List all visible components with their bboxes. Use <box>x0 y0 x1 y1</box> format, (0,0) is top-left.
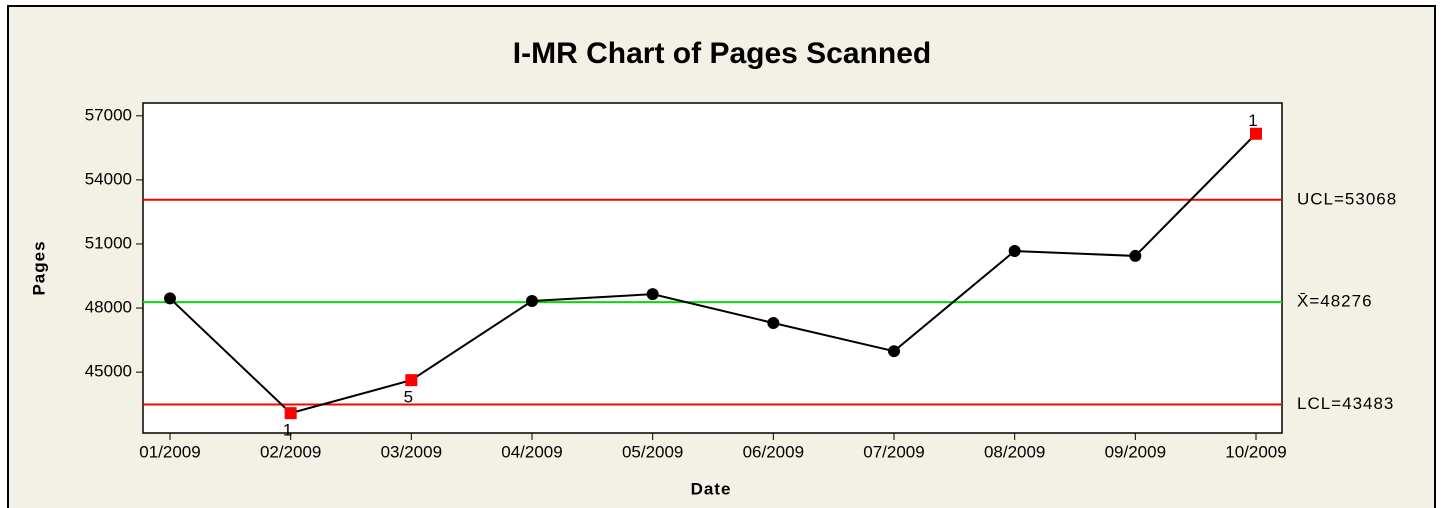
y-tick-label: 57000 <box>85 105 132 124</box>
y-tick-label: 54000 <box>85 169 132 188</box>
control-label: UCL=53068 <box>1297 189 1397 208</box>
point <box>646 288 659 301</box>
y-axis-title: Pages <box>29 240 48 295</box>
point <box>767 317 780 329</box>
point <box>526 295 538 307</box>
x-tick-label: 09/2009 <box>1105 442 1166 461</box>
flag-label: 1 <box>1248 111 1257 130</box>
point <box>888 345 900 358</box>
x-tick-label: 03/2009 <box>381 442 442 461</box>
x-tick-label: 02/2009 <box>260 442 321 461</box>
y-tick-label: 45000 <box>85 362 132 381</box>
x-tick-label: 04/2009 <box>501 442 562 461</box>
point <box>1008 245 1021 258</box>
x-tick-label: 08/2009 <box>984 442 1045 461</box>
y-tick-label: 48000 <box>85 298 132 317</box>
series-line <box>169 133 1257 415</box>
point <box>1129 249 1142 262</box>
x-tick-label: 07/2009 <box>863 442 924 461</box>
flagged-point <box>405 374 418 387</box>
plot-area <box>142 102 1283 434</box>
control-label: LCL=43483 <box>1297 394 1394 413</box>
x-axis-title: Date <box>691 479 732 498</box>
flagged-point <box>1250 127 1262 140</box>
x-tick-label: 10/2009 <box>1225 442 1286 461</box>
x-tick-label: 05/2009 <box>622 442 683 461</box>
x-tick-label: 06/2009 <box>743 442 804 461</box>
flag-label: 5 <box>404 388 413 407</box>
flag-label: 1 <box>283 421 292 440</box>
flagged-point <box>284 407 297 420</box>
control-label: X̄=48276 <box>1297 292 1373 311</box>
y-tick-label: 51000 <box>85 233 132 252</box>
chart-title: I-MR Chart of Pages Scanned <box>513 37 931 70</box>
x-tick-label: 01/2009 <box>139 442 200 461</box>
point <box>164 292 176 305</box>
